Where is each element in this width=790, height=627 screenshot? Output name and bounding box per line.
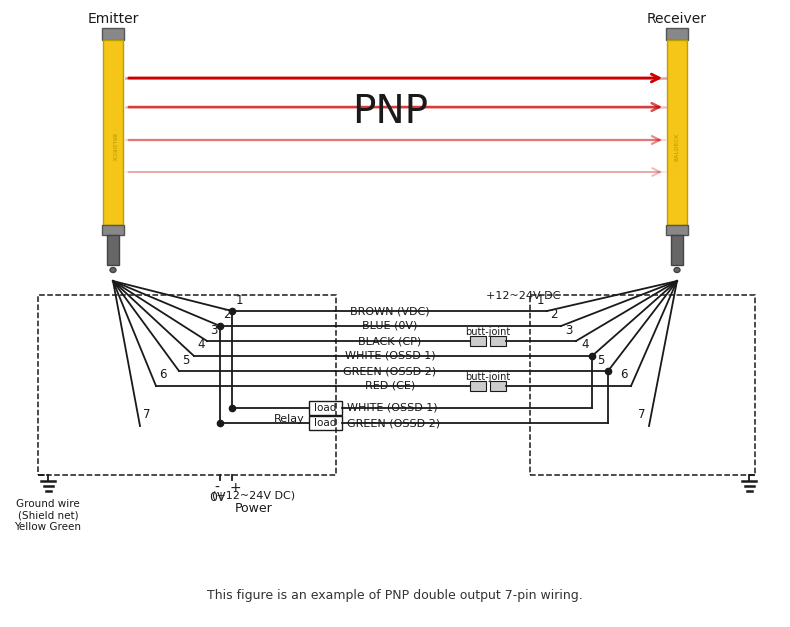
Text: 4: 4 [581, 339, 589, 352]
Text: 0V: 0V [209, 491, 225, 504]
Bar [490, 336, 506, 346]
Text: butt-joint: butt-joint [465, 372, 510, 382]
Text: Power: Power [235, 502, 273, 515]
Bar [38, 295, 336, 475]
Bar [530, 295, 755, 475]
Text: 1: 1 [536, 293, 544, 307]
Text: 7: 7 [143, 409, 151, 421]
Text: 2: 2 [551, 308, 558, 322]
Text: 6: 6 [620, 369, 628, 381]
Text: butt-joint: butt-joint [465, 327, 510, 337]
Bar [309, 401, 342, 415]
Text: Ground wire
(Shield net)
Yellow Green: Ground wire (Shield net) Yellow Green [14, 499, 81, 532]
Bar [107, 235, 119, 265]
Text: 2: 2 [224, 308, 231, 322]
Text: GREEN (OSSD 2): GREEN (OSSD 2) [344, 366, 437, 376]
Text: Emitter: Emitter [88, 12, 139, 26]
Text: WHITE (OSSD 1): WHITE (OSSD 1) [344, 351, 435, 361]
Text: 3: 3 [210, 324, 218, 337]
Text: BLACK (CP): BLACK (CP) [359, 336, 422, 346]
Text: 5: 5 [182, 354, 190, 367]
Bar [102, 28, 124, 40]
Text: +: + [229, 481, 241, 495]
Text: 6: 6 [160, 369, 167, 381]
Text: Receiver: Receiver [647, 12, 707, 26]
Text: -: - [215, 481, 220, 495]
Ellipse shape [674, 268, 680, 273]
Bar [102, 225, 124, 235]
Text: RED (CE): RED (CE) [365, 381, 415, 391]
Text: PNP: PNP [352, 93, 428, 131]
Text: This figure is an example of PNP double output 7-pin wiring.: This figure is an example of PNP double … [207, 589, 583, 601]
Bar [470, 381, 486, 391]
Text: 3: 3 [566, 324, 573, 337]
Text: (+12~24V DC): (+12~24V DC) [213, 490, 295, 500]
Bar [470, 336, 486, 346]
Bar [667, 40, 687, 225]
Bar [666, 28, 688, 40]
Text: 5: 5 [597, 354, 604, 367]
Text: BROWN (VDC): BROWN (VDC) [350, 306, 430, 316]
Bar [309, 416, 342, 430]
Text: BALDECK: BALDECK [111, 133, 115, 161]
Bar [103, 40, 123, 225]
Text: 4: 4 [198, 339, 205, 352]
Ellipse shape [110, 268, 116, 273]
Text: BLUE (0V): BLUE (0V) [363, 321, 418, 331]
Text: 7: 7 [638, 409, 645, 421]
Text: GREEN (OSSD 2): GREEN (OSSD 2) [347, 418, 440, 428]
Bar [490, 381, 506, 391]
Text: +12~24V DC: +12~24V DC [486, 291, 560, 301]
Bar [666, 225, 688, 235]
Bar [671, 235, 683, 265]
Text: load: load [314, 418, 337, 428]
Text: BALDECK: BALDECK [675, 133, 679, 161]
Text: WHITE (OSSD 1): WHITE (OSSD 1) [347, 403, 438, 413]
Text: Relay: Relay [274, 414, 305, 424]
Text: load: load [314, 403, 337, 413]
Text: 1: 1 [235, 293, 243, 307]
